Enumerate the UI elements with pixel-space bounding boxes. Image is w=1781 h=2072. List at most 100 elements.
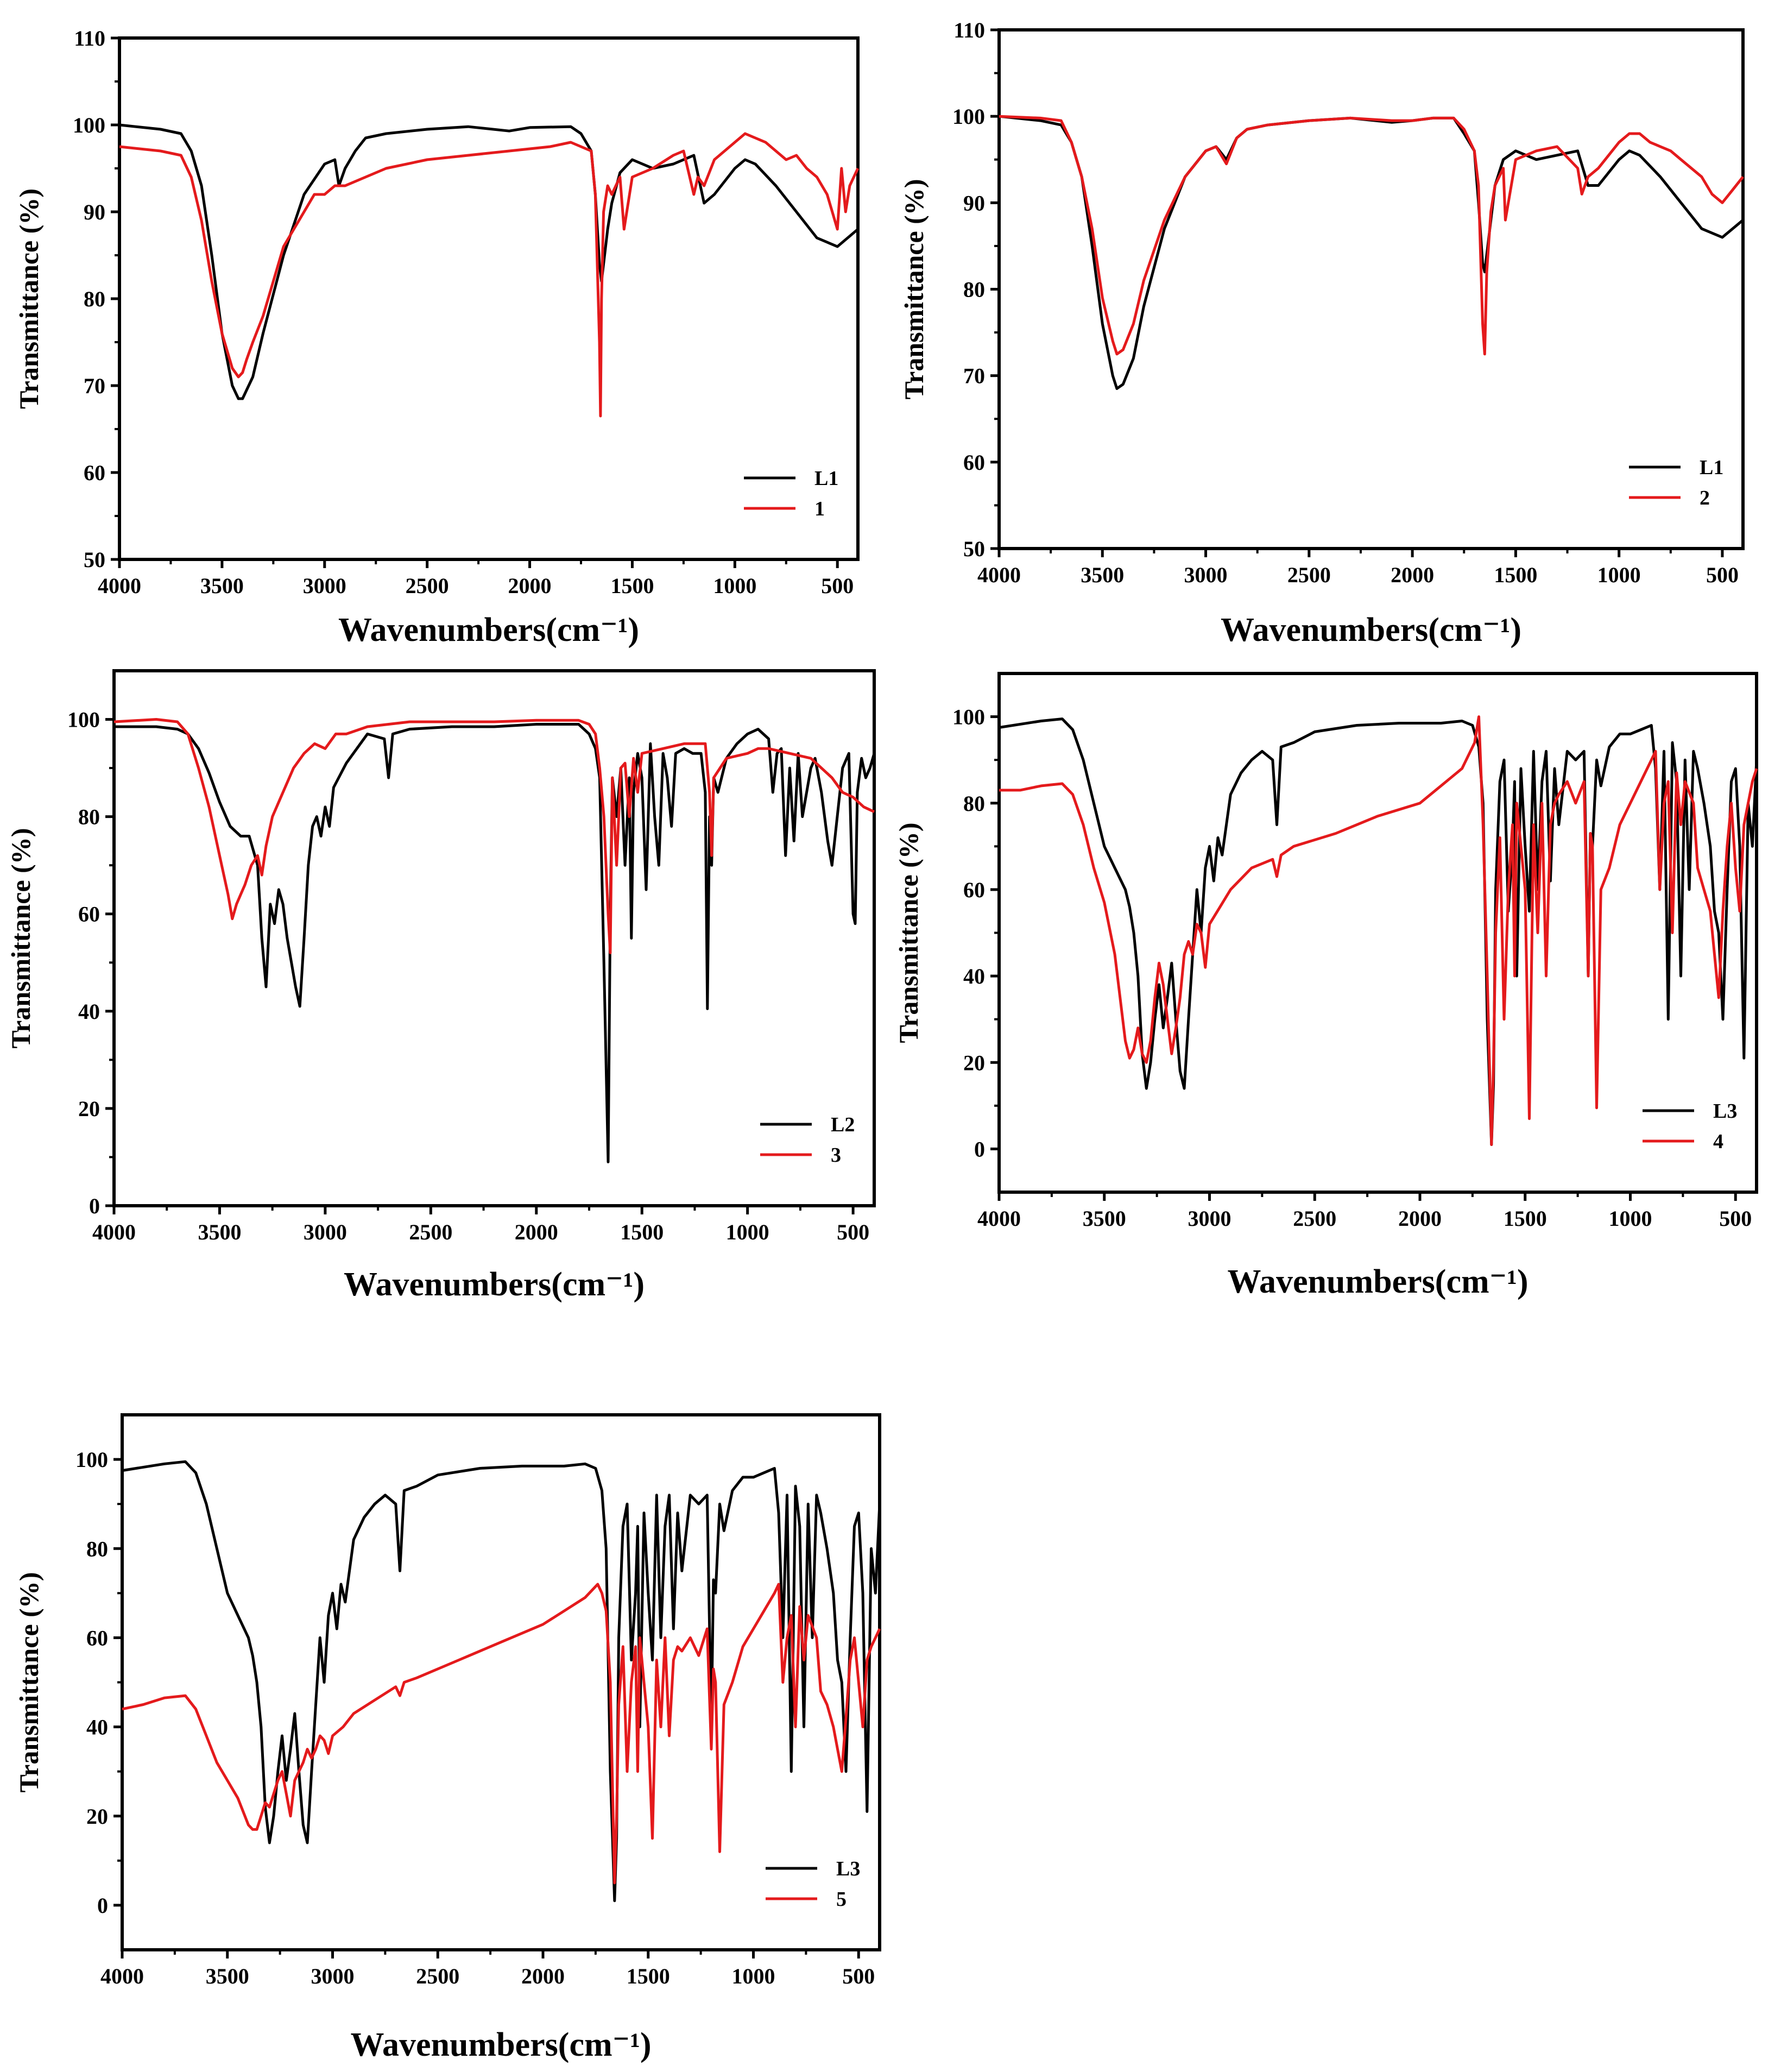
x-tick-label: 1000 <box>726 1220 769 1244</box>
y-tick-label: 60 <box>84 461 105 485</box>
x-tick-label: 3000 <box>1188 1206 1231 1231</box>
x-tick-label: 500 <box>842 1964 875 1988</box>
x-tick-label: 4000 <box>98 574 141 598</box>
y-tick-label: 100 <box>67 708 100 732</box>
y-tick-label: 60 <box>86 1626 108 1650</box>
x-axis-title: Wavenumbers(cm⁻¹) <box>350 2026 651 2063</box>
x-tick-label: 2000 <box>1398 1206 1442 1231</box>
x-tick-label: 4000 <box>100 1964 144 1988</box>
y-axis-title: Transmittance (%) <box>893 823 924 1043</box>
x-tick-label: 4000 <box>92 1220 136 1244</box>
x-tick-label: 2500 <box>1287 563 1331 587</box>
legend-label-1: 1 <box>814 497 825 520</box>
x-tick-label: 1500 <box>620 1220 664 1244</box>
x-tick-label: 3500 <box>200 574 244 598</box>
x-tick-label: 1000 <box>713 574 756 598</box>
legend-label-4: 4 <box>1713 1130 1723 1153</box>
x-tick-label: 2500 <box>1293 1206 1336 1231</box>
plot-area <box>997 672 1758 1194</box>
series-group <box>122 1460 881 1903</box>
y-axis-title: Transmittance (%) <box>14 1572 44 1793</box>
plot-frame <box>997 28 1745 550</box>
y-tick-label: 60 <box>963 450 985 475</box>
series-line-L2 <box>114 723 876 1163</box>
plot-area <box>118 36 860 561</box>
legend-label-L3: L3 <box>1713 1100 1737 1123</box>
x-tick-label: 2000 <box>521 1964 565 1988</box>
y-tick-label: 70 <box>963 364 985 388</box>
series-line-L1 <box>999 115 1744 390</box>
y-tick-label: 20 <box>86 1804 108 1829</box>
x-axis-title: Wavenumbers(cm⁻¹) <box>1227 1263 1528 1300</box>
x-tick-label: 1000 <box>732 1964 775 1988</box>
x-axis-title: Wavenumbers(cm⁻¹) <box>338 612 639 648</box>
y-tick-label: 100 <box>952 705 985 729</box>
series-group <box>999 715 1758 1146</box>
plot-area <box>997 28 1745 550</box>
y-tick-label: 40 <box>78 999 100 1024</box>
series-line-4 <box>999 715 1758 1146</box>
x-ticks: 4000 3500 3000 2500 2000 1500 1000 500 <box>92 1206 869 1244</box>
x-ticks: 4000 3500 3000 2500 2000 1500 1000 500 <box>977 549 1739 587</box>
plot-frame <box>118 36 860 561</box>
legend-label-L3: L3 <box>836 1857 860 1880</box>
x-tick-label: 1500 <box>1494 563 1537 587</box>
y-tick-label: 60 <box>78 902 100 927</box>
y-ticks: 0 20 40 60 80 100 <box>67 708 114 1218</box>
y-tick-label: 110 <box>74 26 105 51</box>
plot-area <box>112 669 876 1207</box>
y-ticks: 50 60 70 80 90 100 110 <box>73 26 119 572</box>
legend: L11 <box>744 467 838 520</box>
y-tick-label: 0 <box>89 1194 100 1218</box>
y-tick-label: 100 <box>75 1447 108 1472</box>
y-tick-label: 20 <box>963 1050 985 1075</box>
x-tick-label: 1000 <box>1597 563 1641 587</box>
x-tick-label: 3500 <box>198 1220 241 1244</box>
series-line-L3 <box>999 717 1758 1146</box>
x-tick-label: 3500 <box>206 1964 249 1988</box>
legend: L12 <box>1629 456 1723 509</box>
legend-label-L1: L1 <box>1700 456 1723 479</box>
y-tick-label: 20 <box>78 1097 100 1121</box>
x-tick-label: 2000 <box>515 1220 558 1244</box>
x-axis-title: Wavenumbers(cm⁻¹) <box>1221 612 1521 648</box>
series-line-3 <box>113 718 875 954</box>
x-ticks: 4000 3500 3000 2500 2000 1500 1000 500 <box>100 1950 875 1988</box>
x-tick-label: 1500 <box>627 1964 670 1988</box>
series-line-2 <box>999 115 1744 356</box>
plot-frame <box>997 672 1758 1194</box>
y-tick-label: 100 <box>952 104 985 129</box>
series-group <box>113 718 876 1163</box>
legend: L23 <box>760 1113 855 1167</box>
x-tick-label: 3000 <box>303 574 346 598</box>
x-tick-label: 500 <box>1706 563 1739 587</box>
y-tick-label: 0 <box>97 1893 108 1918</box>
x-ticks: 4000 3500 3000 2500 2000 1500 1000 500 <box>977 1192 1752 1231</box>
y-tick-label: 0 <box>974 1137 985 1161</box>
legend: L35 <box>766 1857 860 1911</box>
x-tick-label: 2500 <box>416 1964 459 1988</box>
y-ticks: 50 60 70 80 90 100 110 <box>952 18 999 561</box>
legend-label-2: 2 <box>1700 487 1710 509</box>
y-axis-title: Transmittance (%) <box>899 179 929 400</box>
x-tick-label: 3500 <box>1083 1206 1126 1231</box>
y-tick-label: 50 <box>963 537 985 561</box>
y-ticks: 0 20 40 60 80 100 <box>952 705 999 1161</box>
legend: L34 <box>1643 1100 1737 1153</box>
y-tick-label: 110 <box>953 18 985 42</box>
legend-label-3: 3 <box>831 1144 841 1167</box>
y-tick-label: 50 <box>84 547 105 572</box>
ir-chart-panel-5: 0 20 40 60 80 100 4000 3500 3000 2500 2000 1500 100… <box>14 1413 881 2063</box>
legend-label-5: 5 <box>836 1888 847 1911</box>
y-tick-label: 90 <box>963 191 985 215</box>
y-tick-label: 80 <box>84 287 105 311</box>
x-tick-label: 2500 <box>409 1220 452 1244</box>
x-tick-label: 1500 <box>610 574 654 598</box>
series-line-1 <box>119 132 860 418</box>
y-tick-label: 40 <box>963 964 985 988</box>
y-tick-label: 70 <box>84 374 105 398</box>
y-tick-label: 80 <box>963 791 985 816</box>
